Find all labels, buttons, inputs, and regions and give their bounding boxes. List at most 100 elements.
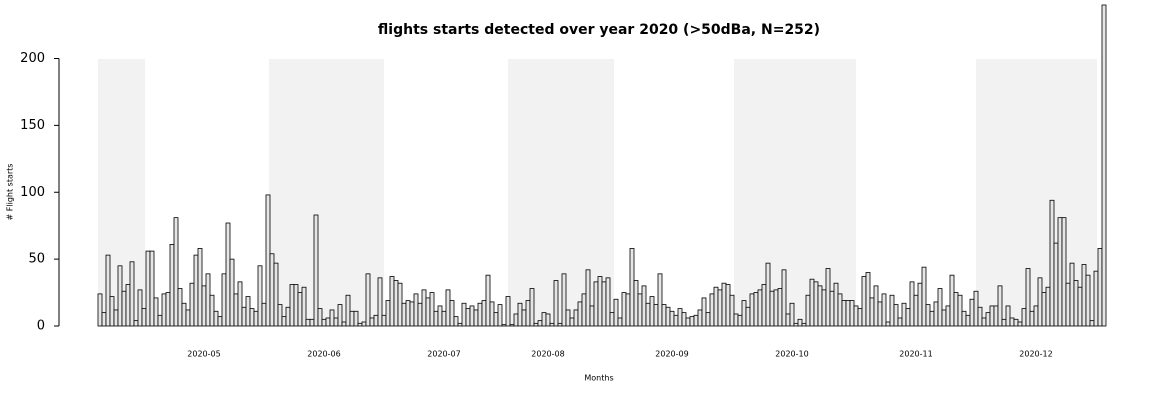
bar: [653, 304, 659, 327]
bar: [1033, 305, 1039, 327]
bar: [885, 321, 891, 327]
bar: [1045, 286, 1051, 327]
bar: [1081, 264, 1087, 327]
bar: [985, 312, 991, 327]
bar: [105, 254, 111, 327]
bar: [665, 306, 671, 327]
bar: [325, 317, 331, 327]
bar: [629, 248, 635, 327]
bar: [1013, 318, 1019, 327]
bar: [621, 292, 627, 327]
bar: [345, 294, 351, 327]
bar: [285, 306, 291, 327]
bar: [273, 262, 279, 327]
bar: [205, 273, 211, 327]
bar: [893, 304, 899, 327]
bar: [497, 304, 503, 327]
bar: [857, 308, 863, 327]
x-tick-label: 2020-11: [899, 350, 932, 359]
bar: [565, 309, 571, 327]
bar: [725, 284, 731, 327]
bar: [705, 312, 711, 327]
bar: [753, 292, 759, 327]
bar: [949, 274, 955, 327]
bar: [957, 294, 963, 327]
bar: [309, 318, 315, 327]
bar: [213, 310, 219, 327]
bar: [925, 304, 931, 327]
bar: [289, 284, 295, 327]
bar: [1057, 217, 1063, 327]
bar: [865, 272, 871, 327]
bar: [761, 284, 767, 327]
bar: [993, 305, 999, 327]
bar: [441, 310, 447, 327]
bar: [733, 313, 739, 327]
bar: [337, 304, 343, 327]
bar: [757, 289, 763, 327]
bar: [593, 281, 599, 327]
bar: [257, 265, 263, 327]
bar: [701, 297, 707, 327]
bar: [913, 294, 919, 327]
bar: [493, 312, 499, 327]
bar: [597, 276, 603, 327]
bar: [389, 276, 395, 327]
bar: [605, 277, 611, 327]
bar: [193, 254, 199, 327]
bar: [1069, 262, 1075, 327]
bar: [341, 321, 347, 327]
bar: [361, 321, 367, 327]
bar: [549, 322, 555, 327]
bar: [697, 309, 703, 327]
bar: [201, 285, 207, 327]
bar: [625, 293, 631, 327]
bar: [869, 297, 875, 327]
bar: [1001, 318, 1007, 327]
bar: [841, 300, 847, 327]
y-tick-label: 0: [37, 319, 45, 334]
bar: [849, 300, 855, 327]
bar: [909, 281, 915, 327]
bar: [769, 290, 775, 327]
bar: [437, 305, 443, 327]
bar: [229, 258, 235, 327]
bar: [401, 302, 407, 327]
bar: [177, 288, 183, 327]
bar: [721, 282, 727, 327]
bar: [793, 322, 799, 327]
bar: [933, 301, 939, 327]
bar: [649, 296, 655, 327]
bar: [1073, 280, 1079, 327]
bar: [601, 281, 607, 327]
bar: [313, 214, 319, 327]
bar: [837, 293, 843, 327]
bar: [613, 298, 619, 327]
bar: [185, 309, 191, 327]
bar: [961, 310, 967, 327]
bar: [125, 284, 131, 327]
bar: [989, 305, 995, 327]
bar: [189, 282, 195, 327]
bar: [1005, 305, 1011, 327]
bar: [521, 309, 527, 327]
bar: [245, 296, 251, 327]
bar: [433, 310, 439, 327]
x-tick-label: 2020-12: [1019, 350, 1052, 359]
bar: [173, 217, 179, 327]
bar: [1093, 270, 1099, 327]
bar: [805, 294, 811, 327]
bar: [97, 293, 103, 327]
bar: [633, 280, 639, 327]
bar: [1077, 286, 1083, 327]
bar: [405, 300, 411, 327]
shade-band: [976, 59, 1097, 326]
bar: [917, 282, 923, 327]
bar: [617, 317, 623, 327]
bar: [305, 318, 311, 327]
shade-band: [269, 59, 384, 326]
bar: [1029, 310, 1035, 327]
bar: [181, 302, 187, 327]
bar: [129, 261, 135, 327]
bar: [197, 248, 203, 327]
